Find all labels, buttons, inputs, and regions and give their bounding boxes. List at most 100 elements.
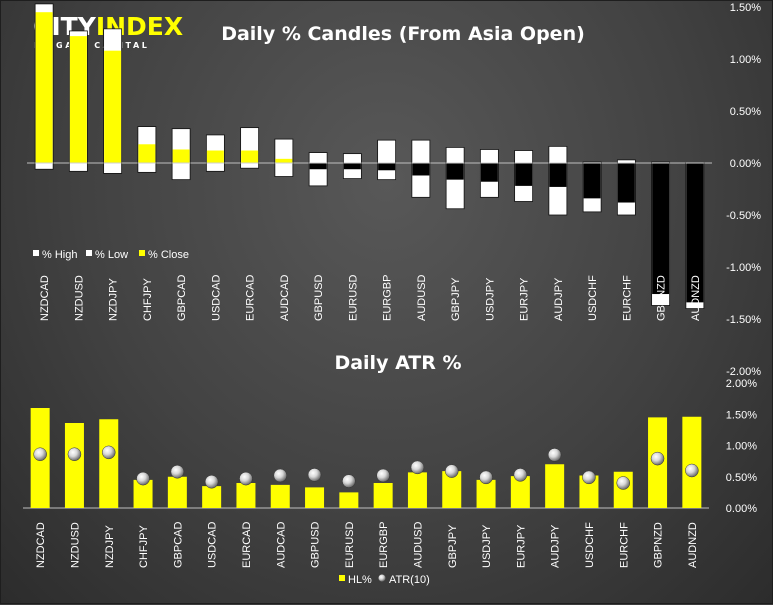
candle-close-bar xyxy=(206,150,224,163)
atr-gbpjpy xyxy=(442,464,462,508)
candles-axes: 2.00%1.50%1.00%0.50%0.00%-0.50%-1.00%-1.… xyxy=(27,2,761,378)
candle-eurjpy xyxy=(514,150,534,202)
atr-marker xyxy=(650,451,665,466)
atr-marker xyxy=(616,476,630,490)
atr-audcad xyxy=(270,468,290,508)
candles-x-tick-label: GBPNZD xyxy=(656,275,668,321)
candles-x-tick-label: USDCAD xyxy=(210,274,222,321)
atr-eurgbp xyxy=(373,468,393,508)
atr-audusd xyxy=(407,460,427,508)
atr-x-tick-label: AUDJPY xyxy=(550,524,562,568)
atr-marker xyxy=(342,474,356,488)
candle-chfjpy xyxy=(137,126,157,173)
atr-x-tick-label: USDCHF xyxy=(584,522,596,568)
atr-hl-bar xyxy=(476,479,496,508)
atr-x-tick-label: AUDUSD xyxy=(412,521,424,568)
atr-y-tick-label: 0.00% xyxy=(726,503,757,515)
candles-x-tick-label: GBPJPY xyxy=(450,277,462,321)
atr-x-tick-label: NZDJPY xyxy=(104,525,116,568)
atr-hl-bar xyxy=(99,419,119,508)
atr-eurchf xyxy=(613,471,633,508)
atr-x-tick-labels: NZDCAD NZDUSD NZDJPY CHFJPY GBPCAD USDCAD EURC… xyxy=(35,521,699,568)
candles-legend-swatch xyxy=(139,250,145,256)
atr-marker xyxy=(547,448,562,462)
candles-x-tick-label: EURCAD xyxy=(245,274,257,321)
candles-x-tick-label: NZDUSD xyxy=(73,275,85,321)
candle-close-bar xyxy=(69,36,87,164)
atr-x-tick-label: NZDCAD xyxy=(35,522,47,568)
atr-hl-bar xyxy=(407,472,427,508)
atr-hl-bar xyxy=(339,492,359,508)
candle-gbpjpy xyxy=(445,146,465,210)
candles-plot-area xyxy=(34,3,705,310)
candle-close-bar xyxy=(617,163,635,203)
candle-audnzd xyxy=(685,162,705,310)
candle-eurusd xyxy=(342,153,362,179)
candles-y-tick-label: -0.50% xyxy=(726,210,761,222)
candles-y-tick-label: 1.50% xyxy=(730,2,761,14)
candles-y-tick-label: 0.50% xyxy=(730,106,761,118)
candles-x-tick-label: AUDUSD xyxy=(416,274,428,321)
atr-legend-swatch-atr xyxy=(378,574,386,582)
atr-nzdusd xyxy=(64,423,84,508)
atr-audnzd xyxy=(682,416,702,508)
atr-hl-bar xyxy=(236,483,256,508)
candle-close-bar xyxy=(138,144,156,163)
candle-close-bar xyxy=(172,149,190,163)
atr-marker xyxy=(102,445,116,460)
atr-marker xyxy=(273,468,287,483)
candles-legend: % High % Low % Close xyxy=(33,249,189,261)
candles-y-tick-label: -1.00% xyxy=(726,262,761,274)
atr-hl-bar xyxy=(442,471,462,508)
candles-x-tick-label: GBPCAD xyxy=(176,274,188,321)
atr-marker xyxy=(376,468,390,483)
candle-close-bar xyxy=(652,163,670,295)
candle-close-bar xyxy=(104,50,122,163)
atr-eurcad xyxy=(236,471,256,508)
candle-close-bar xyxy=(583,163,601,199)
atr-marker xyxy=(582,470,596,485)
candle-close-bar xyxy=(241,150,259,163)
candle-close-bar xyxy=(275,158,293,163)
candles-y-tick-label: -1.50% xyxy=(726,314,761,326)
atr-eurjpy xyxy=(510,468,530,508)
candle-eurgbp xyxy=(377,139,397,181)
atr-x-tick-label: EURCHF xyxy=(618,522,630,568)
candle-usdjpy xyxy=(479,149,499,198)
candles-legend-swatch xyxy=(86,250,92,256)
atr-y-tick-label: 1.00% xyxy=(726,441,757,453)
candles-x-tick-label: CHFJPY xyxy=(142,278,154,321)
candles-legend-label: % Low xyxy=(95,249,128,261)
candle-gbpnzd xyxy=(651,161,671,306)
candles-x-tick-label: USDJPY xyxy=(484,277,496,321)
atr-x-tick-label: EURUSD xyxy=(344,521,356,568)
atr-hl-bar xyxy=(167,476,187,508)
candle-close-bar xyxy=(309,163,327,170)
atr-x-tick-label: GBPCAD xyxy=(172,521,184,568)
atr-gbpusd xyxy=(305,468,325,508)
candles-x-tick-label: AUDNZD xyxy=(690,275,702,321)
candles-legend-swatch xyxy=(33,250,39,256)
atr-nzdcad xyxy=(30,408,50,508)
city-index-logo: CITYINDEX BY GAIN CAPITAL xyxy=(33,12,183,50)
atr-nzdjpy xyxy=(99,419,119,508)
logo-tagline: BY GAIN CAPITAL xyxy=(34,41,149,50)
atr-gbpnzd xyxy=(648,417,668,508)
candle-range-bar xyxy=(274,138,294,177)
candle-usdcad xyxy=(205,134,225,172)
atr-plot-area xyxy=(30,408,702,508)
candles-legend-label: % High xyxy=(42,249,77,261)
atr-hl-bar xyxy=(270,484,290,508)
atr-hl-bar xyxy=(545,464,565,508)
atr-legend: HL% ATR(10) xyxy=(339,574,430,586)
atr-chfjpy xyxy=(133,471,153,508)
candles-x-tick-labels: NZDCAD NZDUSD NZDJPY CHFJPY GBPCAD USDCAD EURC… xyxy=(39,274,702,321)
candle-close-bar xyxy=(686,163,704,303)
atr-hl-bar xyxy=(133,479,153,508)
atr-hl-bar xyxy=(579,475,599,508)
atr-usdchf xyxy=(579,470,599,508)
atr-marker xyxy=(685,463,699,478)
atr-legend-label: HL% xyxy=(348,574,372,586)
